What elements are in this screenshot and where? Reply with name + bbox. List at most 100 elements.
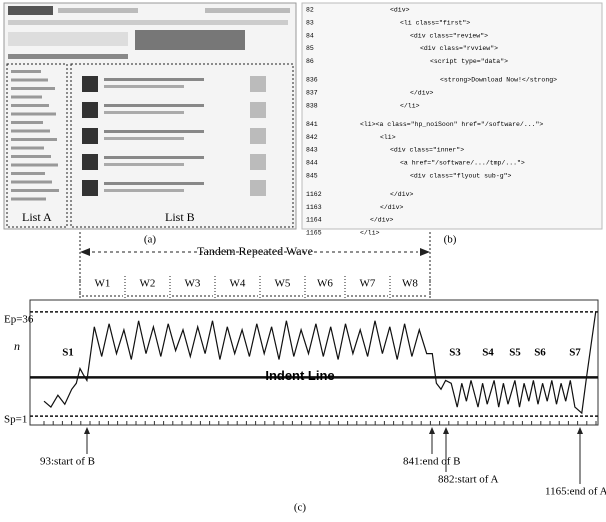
segment-label: S3 bbox=[449, 347, 461, 359]
figure: List A List B (a) 82<div>83<li class="fi… bbox=[0, 0, 606, 517]
code-line: </div> bbox=[380, 204, 404, 211]
line-number: 82 bbox=[306, 7, 314, 14]
list-item bbox=[11, 147, 44, 150]
list-item bbox=[11, 155, 51, 158]
wave-label: W8 bbox=[402, 278, 418, 290]
annotation: 841:end of B bbox=[403, 456, 460, 468]
code-line: <a href="/software/.../tmp/..."> bbox=[400, 160, 525, 167]
n-label: n bbox=[14, 339, 20, 353]
code-line: <li class="first"> bbox=[400, 20, 470, 27]
line-number: 85 bbox=[306, 45, 314, 52]
annotation-head bbox=[84, 427, 90, 434]
line-number: 86 bbox=[306, 58, 314, 65]
icon bbox=[82, 180, 98, 196]
line-number: 845 bbox=[306, 172, 318, 179]
code-line: </li> bbox=[360, 230, 380, 237]
line-number: 842 bbox=[306, 134, 318, 141]
segment-label: S1 bbox=[62, 347, 74, 359]
item-text bbox=[104, 85, 184, 88]
line-number: 836 bbox=[306, 77, 318, 84]
code-line: </li> bbox=[400, 102, 420, 109]
list-item bbox=[11, 96, 42, 99]
logo bbox=[8, 6, 53, 15]
line-number: 1165 bbox=[306, 230, 322, 237]
page: List A List B (a) 82<div>83<li class="fi… bbox=[0, 0, 606, 522]
annotation: 93:start of B bbox=[40, 456, 95, 468]
line-number: 84 bbox=[306, 32, 314, 39]
list-item bbox=[11, 121, 43, 124]
icon bbox=[82, 76, 98, 92]
bound-label: Sp=1 bbox=[4, 414, 27, 426]
list-item bbox=[11, 189, 59, 192]
code-line: <strong>Download Now!</strong> bbox=[440, 77, 557, 84]
line-number: 83 bbox=[306, 20, 314, 27]
code-line: <div class="rvview"> bbox=[420, 45, 498, 52]
annotation: 882:start of A bbox=[438, 474, 499, 486]
screenshot bbox=[4, 3, 296, 229]
list-item bbox=[11, 79, 48, 82]
item-text bbox=[104, 111, 184, 114]
wave-label: W4 bbox=[230, 278, 246, 290]
line-number: 841 bbox=[306, 121, 318, 128]
item-text bbox=[104, 137, 184, 140]
code-line: </div> bbox=[390, 191, 414, 198]
list-item bbox=[11, 181, 52, 184]
list-item bbox=[11, 172, 45, 175]
code-line: <li><a class="hp_noiSoon" href="/softwar… bbox=[360, 121, 543, 128]
item-text bbox=[104, 189, 184, 192]
indent-label: Indent Line bbox=[265, 368, 334, 383]
line-number: 837 bbox=[306, 90, 318, 97]
annotation-head bbox=[429, 427, 435, 434]
item-text bbox=[104, 156, 204, 159]
line-number: 838 bbox=[306, 102, 318, 109]
code-line: <div class="inner"> bbox=[390, 147, 464, 154]
line-number: 1162 bbox=[306, 191, 322, 198]
segment-label: S6 bbox=[534, 347, 546, 359]
wave-label: W3 bbox=[185, 278, 201, 290]
wave-label: W5 bbox=[275, 278, 291, 290]
annotation: 1165:end of A bbox=[545, 486, 606, 498]
line-number: 1164 bbox=[306, 217, 322, 224]
icon bbox=[82, 154, 98, 170]
list-item bbox=[11, 87, 55, 90]
wave-label: W1 bbox=[95, 278, 111, 290]
item-text bbox=[104, 163, 184, 166]
list-item bbox=[11, 113, 56, 116]
line-number: 844 bbox=[306, 160, 318, 167]
code-line: <div> bbox=[390, 7, 410, 14]
annotation-head bbox=[443, 427, 449, 434]
list-item bbox=[11, 198, 46, 201]
code-line: </div> bbox=[370, 217, 394, 224]
list-item bbox=[11, 104, 49, 107]
bar bbox=[58, 8, 138, 13]
icon bbox=[250, 180, 266, 196]
segment-label: S7 bbox=[569, 347, 581, 359]
list-b-label: List B bbox=[165, 210, 195, 224]
line-number: 843 bbox=[306, 147, 318, 154]
list-item bbox=[11, 130, 50, 133]
icon bbox=[82, 128, 98, 144]
wave-label: W6 bbox=[317, 278, 333, 290]
banner bbox=[135, 30, 245, 50]
banner bbox=[8, 32, 128, 46]
code-line: <script type="data"> bbox=[430, 58, 508, 65]
list-a-label: List A bbox=[22, 210, 52, 224]
list-item bbox=[11, 70, 41, 73]
list-item bbox=[11, 138, 57, 141]
nav bbox=[8, 20, 288, 25]
caption: (b) bbox=[444, 234, 457, 246]
icon bbox=[250, 102, 266, 118]
icon bbox=[250, 76, 266, 92]
icon bbox=[82, 102, 98, 118]
wave-label: W7 bbox=[360, 278, 376, 290]
bound-label: Ep=36 bbox=[4, 313, 34, 325]
icon bbox=[250, 128, 266, 144]
line-number: 1163 bbox=[306, 204, 322, 211]
code-line: <li> bbox=[380, 134, 396, 141]
item-text bbox=[104, 104, 204, 107]
segment-label: S4 bbox=[482, 347, 494, 359]
wave-label: W2 bbox=[140, 278, 156, 290]
plot-area bbox=[30, 300, 598, 425]
bar bbox=[205, 8, 290, 13]
